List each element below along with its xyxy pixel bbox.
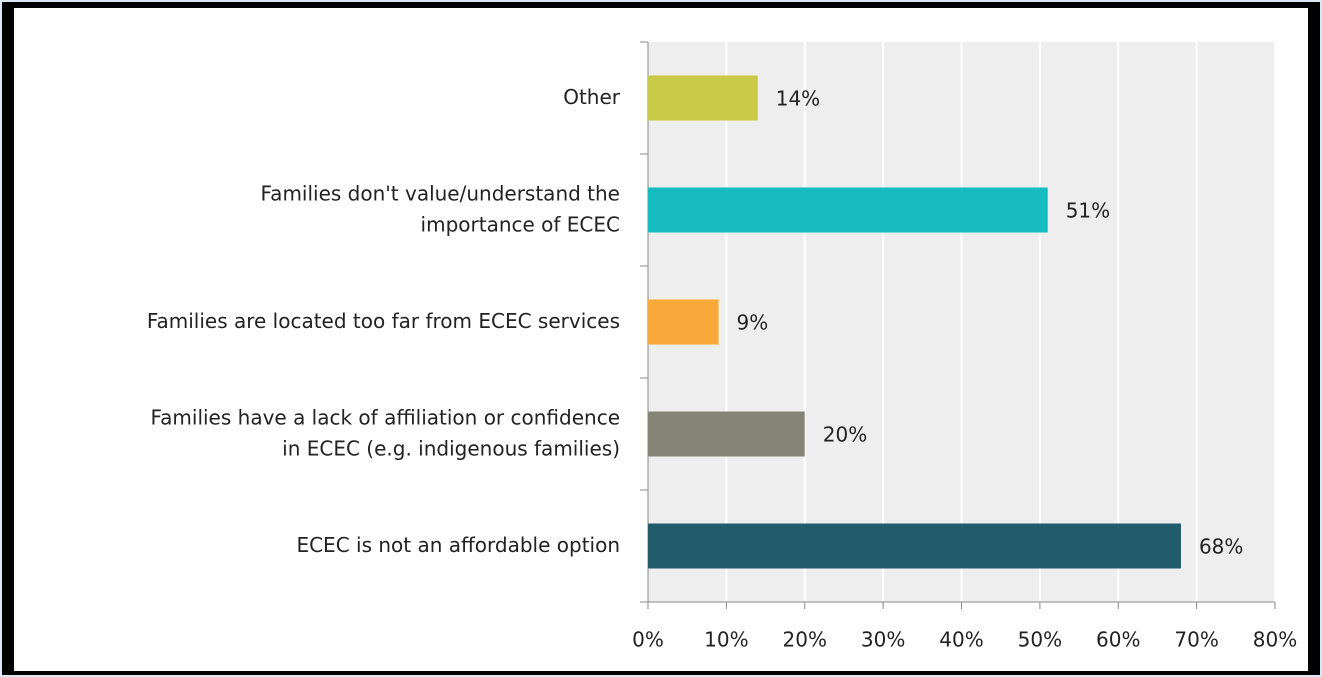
data-label: 9% xyxy=(737,311,769,335)
x-tick-label: 60% xyxy=(1096,628,1140,652)
x-tick-label: 40% xyxy=(939,628,983,652)
x-tick-label: 10% xyxy=(704,628,748,652)
data-label: 51% xyxy=(1066,199,1110,223)
bar xyxy=(648,523,1181,569)
x-tick-label: 30% xyxy=(861,628,905,652)
y-tick-label: Families are located too far from ECEC s… xyxy=(147,309,620,333)
x-tick-label: 20% xyxy=(783,628,827,652)
data-label: 20% xyxy=(823,423,867,447)
data-label: 14% xyxy=(776,87,820,111)
data-label: 68% xyxy=(1199,535,1243,559)
x-tick-label: 70% xyxy=(1174,628,1218,652)
y-tick-label: Other xyxy=(563,85,621,109)
bar xyxy=(648,299,719,345)
x-tick-label: 0% xyxy=(632,628,664,652)
bar xyxy=(648,411,805,457)
y-tick-label: Families have a lack of affiliation or c… xyxy=(150,405,620,460)
y-tick-label: ECEC is not an affordable option xyxy=(296,533,620,557)
y-tick-label: Families don't value/understand the impor… xyxy=(261,181,620,236)
bar xyxy=(648,187,1048,233)
bar xyxy=(648,75,758,121)
x-tick-label: 50% xyxy=(1018,628,1062,652)
x-tick-label: 80% xyxy=(1253,628,1297,652)
